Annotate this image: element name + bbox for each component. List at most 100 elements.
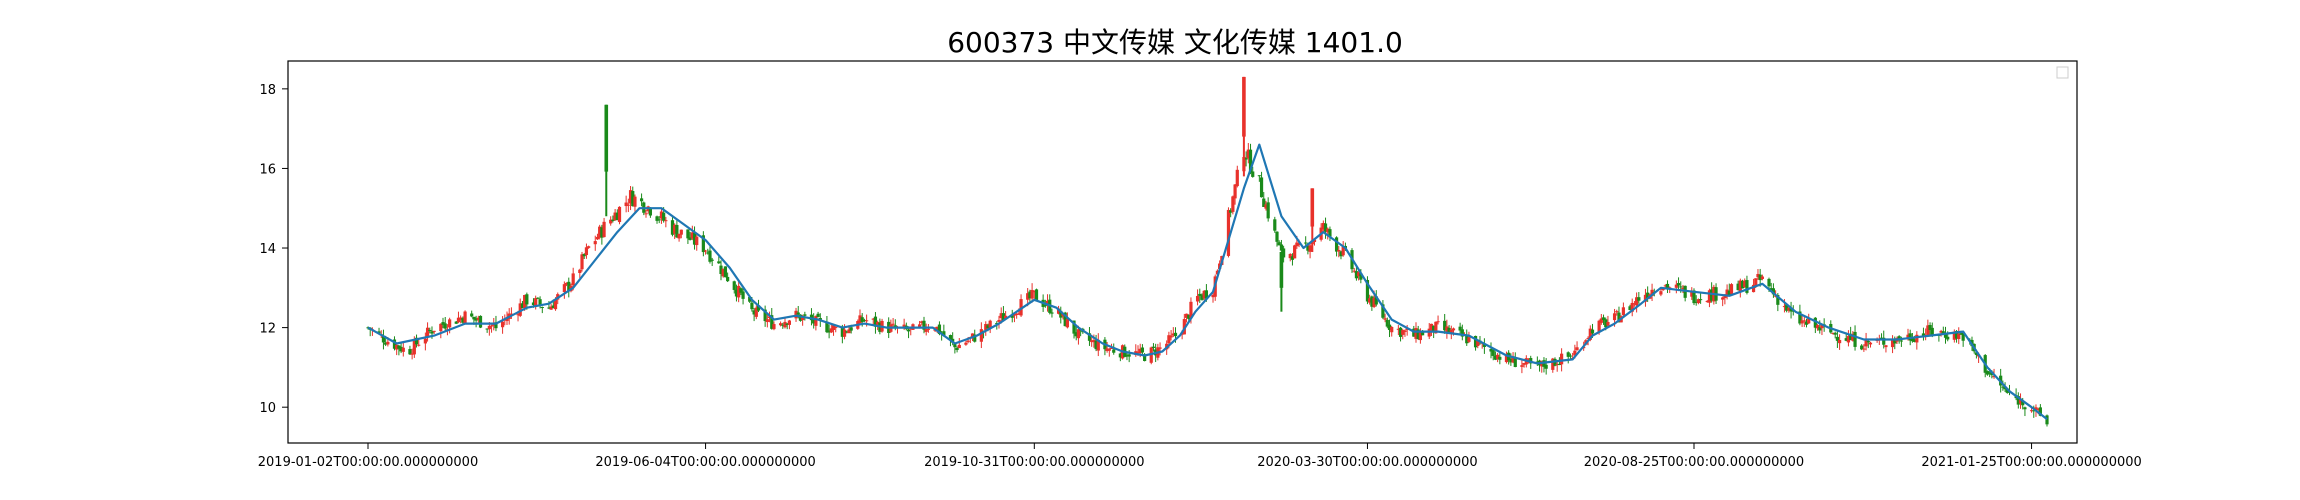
candle-body [1436,321,1440,323]
candle-body [803,314,807,316]
candle-body [814,316,818,326]
candle-spike-body [1242,76,1246,137]
candle-body [750,302,754,310]
candle-body [1599,318,1603,323]
candle-body [688,237,692,240]
candle-body [2034,407,2038,410]
candle-body [741,291,745,299]
candle-body [505,318,509,322]
candle-body [763,309,767,322]
candle-body [1974,352,1978,355]
candle-body [536,297,540,299]
candle-body [957,344,961,349]
candle-body [1460,329,1464,337]
candles-layer [366,76,2049,427]
candle-body [1646,292,1650,298]
candle-body [1692,290,1696,304]
candle-body [1557,363,1562,366]
candle-body [461,318,465,323]
candle-body [1522,363,1526,365]
candle-body [772,324,776,330]
candle-body [1802,320,1806,322]
candle-body [1339,251,1343,257]
candle-body [721,268,725,277]
candle-body [1738,280,1742,293]
candle-body [1010,315,1014,318]
candle-body [1337,249,1341,252]
candle-body [926,328,931,330]
candle-body [562,284,566,292]
candle-body [1751,284,1756,293]
candle-body [1665,283,1670,289]
candle-body [2032,410,2036,412]
candle-body [598,226,602,238]
candle-body [1760,276,1764,279]
candle-body [955,347,959,351]
candle-body [891,323,895,325]
candle-body [1721,297,1725,300]
candle-body [1467,337,1471,342]
candle-body [472,316,476,320]
candle-body [1566,352,1570,357]
candle-body [1707,290,1712,303]
candle-body [1076,329,1081,339]
candle-body [1063,312,1067,327]
candle-body [979,329,983,342]
candle-body [1943,333,1948,338]
candle-body [964,342,968,345]
candle-body [1630,302,1634,312]
candle-body [710,259,714,261]
candle-body [1248,149,1253,173]
candle-body [1650,289,1654,296]
candle-body [639,198,644,202]
candle-body [701,235,705,253]
candle-body [399,346,403,352]
candle-body [706,252,710,254]
candle-body [1868,342,1873,345]
candle-body [531,302,536,305]
candle-body [615,212,619,221]
candle-body [1259,177,1264,198]
candle-body [1211,295,1215,298]
candle-body [1015,313,1019,316]
candle-body [417,344,421,346]
candle-body [862,319,867,321]
candle-body [948,335,953,340]
candle-body [1831,332,1835,334]
candle-body [1138,348,1142,354]
candle-body [441,322,445,325]
candle-body [551,305,555,309]
candle-body [448,319,452,328]
candle-body [825,321,829,333]
candle-body [1818,327,1822,331]
candle-body [567,281,571,291]
candle-body [1491,350,1495,356]
candle-body [2005,388,2009,393]
candle-body [1257,175,1261,177]
candle-body [432,330,436,332]
candle-body [1679,286,1683,288]
candle-body [973,334,977,342]
candle-body [1187,315,1191,319]
candle-body [781,324,785,326]
candle-body [1699,299,1703,301]
candle-body [726,276,730,282]
candle-body [430,331,434,334]
candle-body [540,307,544,309]
candle-body [1860,345,1864,350]
candle-body [1012,313,1017,316]
candle-body [624,202,628,207]
candle-body [1511,356,1515,363]
candle-body [675,224,679,238]
x-tick-label: 2019-01-02T00:00:00.000000000 [258,455,478,470]
candle-body [580,254,584,270]
candle-body [670,220,675,235]
candle-body [1072,320,1076,334]
candle-body [1769,288,1773,290]
candle-body [1306,245,1310,251]
candle-body [1235,169,1239,187]
candle-body [1789,307,1793,312]
candle-body [785,323,789,325]
candle-body [778,323,783,326]
candle-body [1297,242,1301,245]
